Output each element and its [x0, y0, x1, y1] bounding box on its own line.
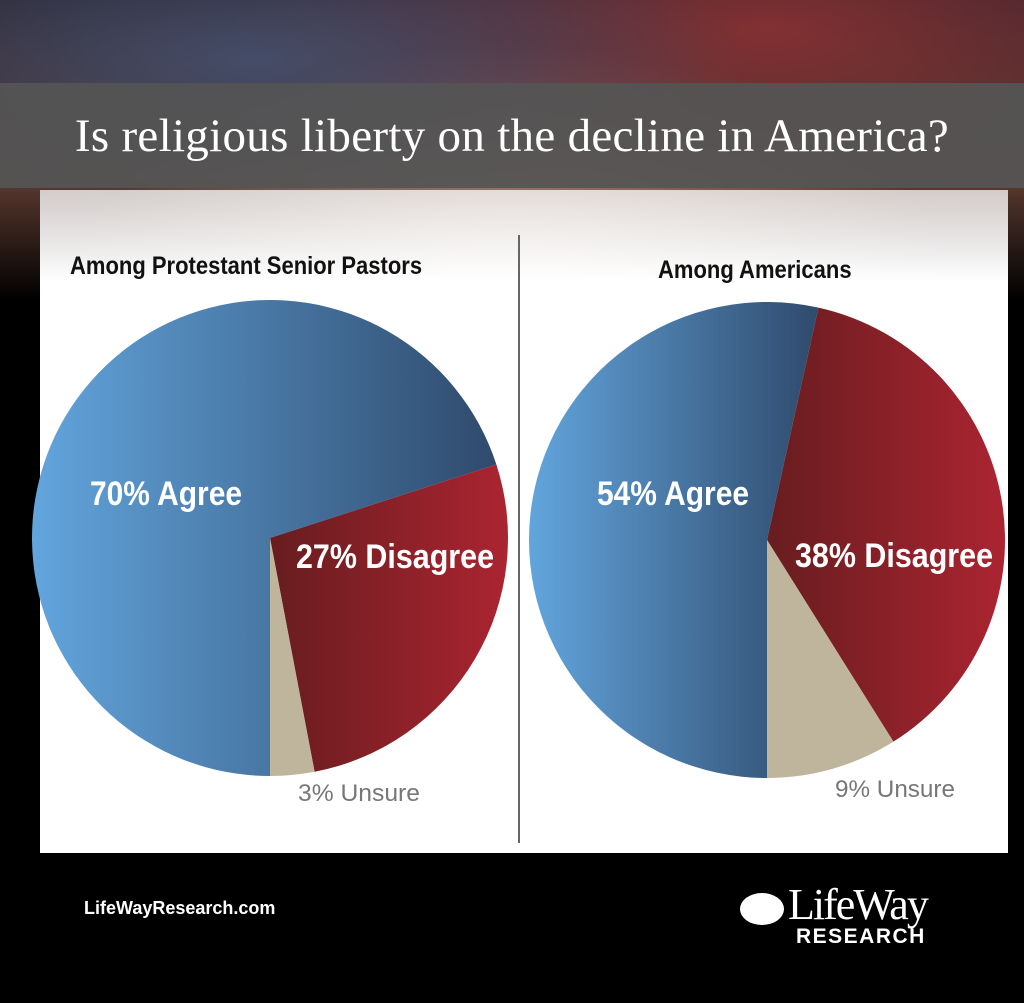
- website-link[interactable]: LifeWayResearch.com: [84, 898, 276, 918]
- data-label-disagree: 38% Disagree: [795, 537, 993, 575]
- divider: [518, 235, 520, 843]
- lifeway-logo: LifeWay RESEARCH: [738, 880, 948, 950]
- data-label-unsure: 3% Unsure: [298, 780, 420, 807]
- right-chart-title: Among Americans: [658, 256, 852, 284]
- data-label-agree: 54% Agree: [597, 475, 749, 513]
- page-title: Is religious liberty on the decline in A…: [74, 109, 950, 162]
- logo-sub: RESEARCH: [796, 925, 926, 948]
- pie-slice-disagree: [767, 307, 1005, 742]
- logo-mark-icon: [740, 893, 784, 925]
- pie-slice-disagree: [270, 464, 508, 772]
- pie-slice-unsure: [767, 540, 894, 778]
- logo-word: LifeWay: [788, 880, 929, 929]
- pie-slice-unsure: [270, 538, 315, 776]
- title-band: Is religious liberty on the decline in A…: [0, 83, 1024, 188]
- data-label-agree: 70% Agree: [90, 475, 242, 513]
- data-label-unsure: 9% Unsure: [835, 776, 955, 803]
- data-label-disagree: 27% Disagree: [296, 538, 494, 576]
- pie-slice-agree: [31, 300, 497, 777]
- pie-slice-agree: [529, 301, 819, 778]
- left-chart-title: Among Protestant Senior Pastors: [70, 252, 423, 280]
